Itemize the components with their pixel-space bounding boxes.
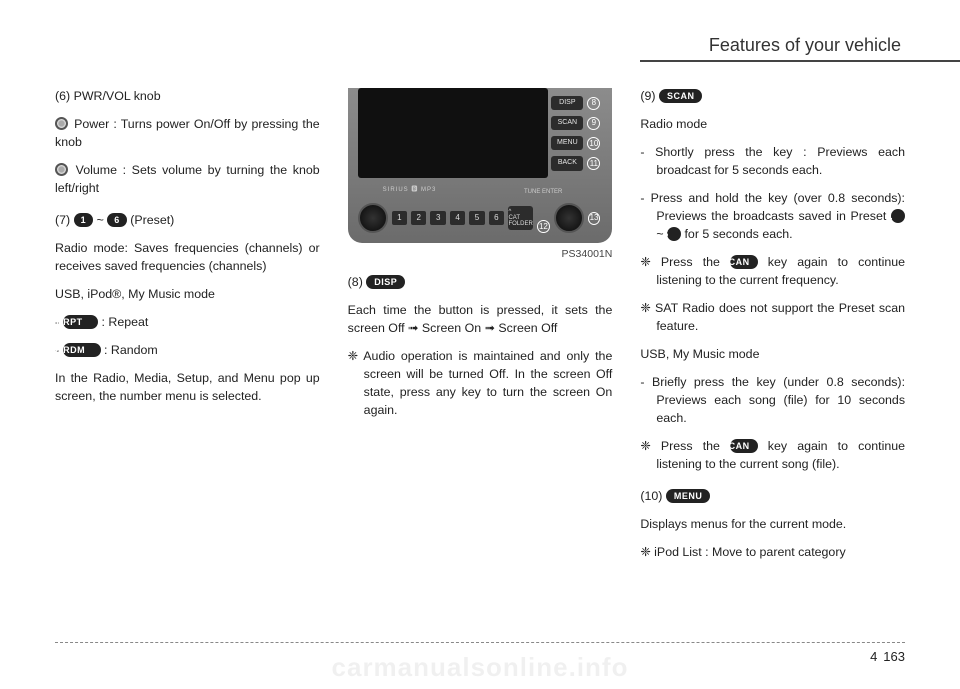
item6-heading: (6) PWR/VOL knob (55, 88, 320, 106)
back-btn: BACK (551, 156, 583, 170)
knob-icon (55, 163, 68, 176)
disp-pill: DISP (366, 275, 405, 289)
callout-13: 13 (588, 212, 601, 225)
radio-screen (358, 88, 548, 178)
preset-6-pill: 6 (107, 213, 127, 227)
scan-pill: SCAN (730, 255, 758, 269)
preset-1-pill: 1 (891, 209, 905, 223)
scan-short: Shortly press the key : Previews each br… (640, 144, 905, 180)
usb-mode-label: USB, My Music mode (640, 346, 905, 364)
rdm-pill: 2 RDM (63, 343, 101, 357)
callout-12: 12 (537, 220, 550, 233)
item7-heading: (7) 1 ~ 6 (Preset) (55, 212, 320, 230)
callout-9: 9 (587, 117, 600, 130)
preset-2: 2 (411, 211, 426, 225)
preset-1: 1 (392, 211, 407, 225)
item10-heading: (10) MENU (640, 488, 905, 506)
page-footer: 4163 (55, 642, 905, 664)
ipod-note: iPod List : Move to parent category (640, 544, 905, 562)
scan-continue: Press the SCAN key again to continue lis… (640, 254, 905, 290)
usb-mode-desc: USB, iPod®, My Music mode (55, 286, 320, 304)
scan-long: Press and hold the key (over 0.8 seconds… (640, 190, 905, 244)
column-center: SIRIUS 🅱 MP3 TUNE ENTER DISP 8 SCAN 9 MENU… (348, 88, 613, 572)
menu-desc: Displays menus for the current mode. (640, 516, 905, 534)
scan-pill: SCAN (730, 439, 758, 453)
scan-btn: SCAN (551, 116, 583, 130)
column-left: (6) PWR/VOL knob Power : Turns power On/… (55, 88, 320, 572)
preset-6: 6 (489, 211, 504, 225)
disp-btn: DISP (551, 96, 583, 110)
radio-mode-label: Radio mode (640, 116, 905, 134)
scan-pill: SCAN (659, 89, 703, 103)
callout-11: 11 (587, 157, 600, 170)
repeat-line: 1 RPT : Repeat (55, 314, 320, 332)
header-rule (640, 60, 960, 62)
callout-8: 8 (587, 97, 600, 110)
sirius-label: SIRIUS 🅱 MP3 (383, 186, 437, 195)
preset-5: 5 (469, 211, 484, 225)
disp-desc: Each time the button is pressed, it sets… (348, 302, 613, 338)
disp-note: Audio operation is maintained and only t… (348, 348, 613, 420)
bottom-controls: 1 2 3 4 5 6 ^CATFOLDER 12 13 (358, 203, 601, 233)
sat-note: SAT Radio does not support the Preset sc… (640, 300, 905, 336)
image-code: PS34001N (348, 247, 613, 262)
volume-desc: Volume : Sets volume by turning the knob… (55, 162, 320, 198)
menu-btn: MENU (551, 136, 583, 150)
power-desc: Power : Turns power On/Off by pressing t… (55, 116, 320, 152)
content-columns: (6) PWR/VOL knob Power : Turns power On/… (55, 88, 905, 572)
callout-10: 10 (587, 137, 600, 150)
side-buttons: DISP 8 SCAN 9 MENU 10 BACK 11 (551, 96, 600, 171)
radio-illustration: SIRIUS 🅱 MP3 TUNE ENTER DISP 8 SCAN 9 MENU… (348, 88, 613, 243)
radio-mode-desc: Radio mode: Saves frequencies (channels)… (55, 240, 320, 276)
column-right: (9) SCAN Radio mode Shortly press the ke… (640, 88, 905, 572)
rpt-pill: 1 RPT (63, 315, 99, 329)
usb-continue: Press the SCAN key again to continue lis… (640, 438, 905, 474)
preset-1-pill: 1 (74, 213, 94, 227)
cat-folder-btn: ^CATFOLDER (508, 206, 533, 230)
knob-icon (55, 117, 68, 130)
page-number: 4163 (870, 649, 905, 664)
left-knob (358, 203, 388, 233)
page-header: Features of your vehicle (55, 30, 905, 60)
menu-popup-desc: In the Radio, Media, Setup, and Menu pop… (55, 370, 320, 406)
preset-6-pill: 6 (667, 227, 681, 241)
item9-heading: (9) SCAN (640, 88, 905, 106)
usb-scan: Briefly press the key (under 0.8 seconds… (640, 374, 905, 428)
random-line: 2 RDM : Random (55, 342, 320, 360)
section-title: Features of your vehicle (709, 35, 905, 56)
menu-pill: MENU (666, 489, 711, 503)
right-knob (554, 203, 584, 233)
preset-4: 4 (450, 211, 465, 225)
tune-label: TUNE ENTER (524, 188, 562, 197)
item8-heading: (8) DISP (348, 274, 613, 292)
preset-3: 3 (430, 211, 445, 225)
